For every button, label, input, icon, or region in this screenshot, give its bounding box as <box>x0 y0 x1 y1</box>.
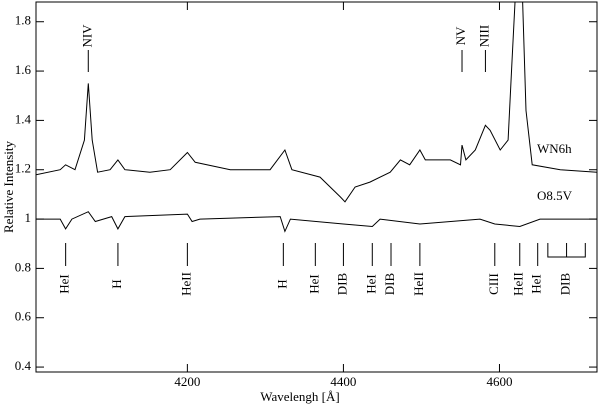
line-label: H <box>109 279 124 288</box>
line-label: HeI <box>529 274 544 294</box>
y-tick-label: 1.2 <box>15 161 31 176</box>
y-tick-label: 0.8 <box>15 259 31 274</box>
plot-area <box>36 2 597 233</box>
y-tick-label: 1.6 <box>15 62 32 77</box>
series-label: O8.5V <box>537 188 573 203</box>
y-tick-label: 0.6 <box>15 309 32 324</box>
line-label: DIB <box>334 272 349 295</box>
y-tick-label: 1.8 <box>15 13 31 28</box>
spectrum-line <box>36 211 597 233</box>
plot-frame <box>35 1 598 373</box>
line-marker <box>547 243 586 258</box>
y-axis-title: Relative Intensity <box>1 140 16 233</box>
line-label: HeII <box>178 272 193 296</box>
line-label: HeI <box>57 274 72 294</box>
y-tick-label: 1.4 <box>15 111 32 126</box>
x-tick-label: 4200 <box>174 374 200 389</box>
series-label: WN6h <box>537 141 572 156</box>
x-tick-label: 4600 <box>486 374 512 389</box>
y-tick-label: 1 <box>25 210 32 225</box>
line-label: HeI <box>363 274 378 294</box>
line-label: H <box>274 279 289 288</box>
line-label: DIB <box>558 272 573 295</box>
line-label: CIII <box>486 273 501 295</box>
line-label: HeII <box>411 272 426 296</box>
line-label: HeII <box>511 272 526 296</box>
x-tick-label: 4400 <box>330 374 356 389</box>
line-label: NIV <box>79 24 94 48</box>
line-label: NV <box>453 26 468 45</box>
spectrum-line <box>36 2 597 203</box>
line-label: DIB <box>382 272 397 295</box>
line-label: NIII <box>476 25 491 47</box>
x-axis-title: Wavelengh [Å] <box>260 389 339 404</box>
y-tick-label: 0.4 <box>15 358 32 373</box>
line-label: HeI <box>306 274 321 294</box>
